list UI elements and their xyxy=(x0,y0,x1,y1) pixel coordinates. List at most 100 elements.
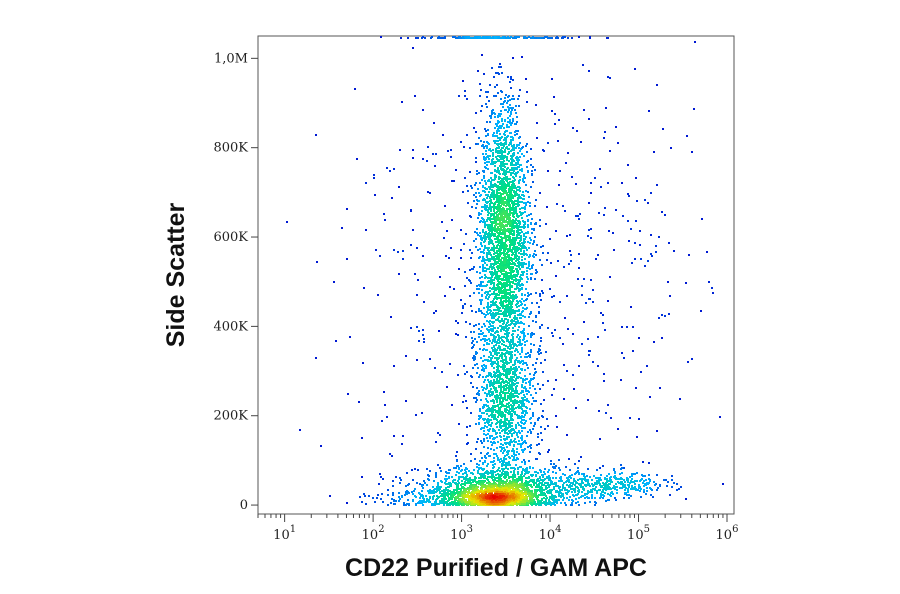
data-point xyxy=(469,425,471,427)
data-point xyxy=(489,219,491,221)
data-point xyxy=(585,302,587,304)
data-point xyxy=(673,250,675,252)
data-point xyxy=(486,121,488,123)
data-point xyxy=(473,292,475,294)
data-point xyxy=(492,243,494,245)
data-point xyxy=(654,484,656,486)
data-point xyxy=(509,169,511,171)
data-point xyxy=(392,480,394,482)
data-point xyxy=(525,236,527,238)
data-point xyxy=(676,489,678,491)
data-point xyxy=(503,348,505,350)
data-point xyxy=(478,394,480,396)
data-point xyxy=(614,488,616,490)
data-point xyxy=(333,281,335,283)
data-point xyxy=(489,148,491,150)
data-point xyxy=(493,256,495,258)
data-point xyxy=(538,353,540,355)
data-point xyxy=(454,479,456,481)
data-point xyxy=(519,443,521,445)
data-point xyxy=(489,84,491,86)
data-point xyxy=(567,37,569,39)
data-point xyxy=(501,327,503,329)
data-point xyxy=(534,37,536,39)
data-point xyxy=(433,492,435,494)
data-point xyxy=(558,499,560,501)
data-point xyxy=(434,501,436,503)
data-point xyxy=(543,494,545,496)
data-point xyxy=(492,314,494,316)
data-point xyxy=(517,163,519,165)
data-point xyxy=(517,443,519,445)
data-point xyxy=(445,478,447,480)
data-point xyxy=(594,497,596,499)
data-point xyxy=(421,485,423,487)
data-point xyxy=(398,273,400,275)
data-point xyxy=(506,307,508,309)
data-point xyxy=(511,415,513,417)
data-point xyxy=(478,214,480,216)
data-point xyxy=(478,288,480,290)
data-point xyxy=(572,333,574,335)
data-point xyxy=(566,295,568,297)
data-point xyxy=(578,460,580,462)
data-point xyxy=(480,140,482,142)
data-point xyxy=(492,302,494,304)
data-point xyxy=(495,474,497,476)
data-point xyxy=(506,374,508,376)
data-point xyxy=(519,164,521,166)
data-point xyxy=(515,36,517,38)
data-point xyxy=(415,37,417,39)
data-point xyxy=(507,319,509,321)
data-point xyxy=(465,478,467,480)
data-point xyxy=(639,230,641,232)
data-point xyxy=(511,285,513,287)
data-point xyxy=(497,347,499,349)
data-point xyxy=(502,155,504,157)
data-point xyxy=(642,482,644,484)
data-point xyxy=(520,402,522,404)
data-point xyxy=(486,147,488,149)
data-point xyxy=(533,400,535,402)
data-point xyxy=(619,473,621,475)
data-point xyxy=(599,483,601,485)
data-point xyxy=(541,37,543,39)
data-point xyxy=(478,137,480,139)
data-point xyxy=(513,190,515,192)
data-point xyxy=(507,178,509,180)
data-point xyxy=(508,373,510,375)
data-point xyxy=(559,170,561,172)
data-point xyxy=(517,220,519,222)
data-point xyxy=(602,494,604,496)
data-point xyxy=(498,409,500,411)
data-point xyxy=(602,491,604,493)
data-point xyxy=(552,471,554,473)
data-point xyxy=(518,404,520,406)
data-point xyxy=(399,482,401,484)
data-point xyxy=(530,447,532,449)
data-point xyxy=(498,130,500,132)
data-point xyxy=(514,474,516,476)
data-point xyxy=(507,100,509,102)
data-point xyxy=(478,422,480,424)
data-point xyxy=(514,123,516,125)
data-point xyxy=(518,244,520,246)
data-point xyxy=(511,357,513,359)
data-point xyxy=(532,415,534,417)
data-point xyxy=(609,150,611,152)
data-point xyxy=(525,145,527,147)
data-point xyxy=(546,497,548,499)
data-point xyxy=(583,278,585,280)
data-point xyxy=(428,492,430,494)
data-point xyxy=(485,135,487,137)
data-point xyxy=(503,341,505,343)
data-point xyxy=(588,497,590,499)
data-point xyxy=(558,492,560,494)
data-point xyxy=(581,478,583,480)
data-point xyxy=(499,133,501,135)
data-point xyxy=(483,433,485,435)
data-point xyxy=(558,119,560,121)
data-point xyxy=(581,285,583,287)
data-point xyxy=(511,145,513,147)
data-point xyxy=(525,362,527,364)
